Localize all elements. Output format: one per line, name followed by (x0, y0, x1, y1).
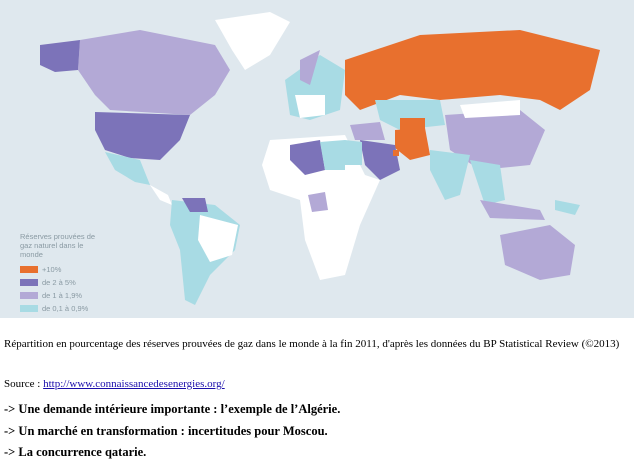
point-moscow: -> Un marché en transformation : incerti… (4, 424, 328, 438)
algeria (290, 140, 325, 175)
legend-label: de 0,1 à 0,9% (42, 304, 89, 313)
legend-label: de 1 à 1,9% (42, 291, 83, 300)
russia (345, 30, 600, 110)
iran (395, 128, 430, 160)
egypt (345, 140, 362, 165)
point-algeria: -> Une demande intérieure importante : l… (4, 402, 341, 416)
legend-label: +10% (42, 265, 62, 274)
alaska (40, 40, 80, 72)
usa (95, 112, 190, 160)
norway (300, 50, 320, 85)
map-shapes (40, 12, 600, 305)
legend-item: de 2 à 5% (20, 276, 100, 289)
indonesia (480, 200, 545, 220)
source-line: Source : http://www.connaissancedesenerg… (4, 378, 225, 390)
legend-item: de 0,1 à 0,9% (20, 302, 100, 315)
nigeria (308, 192, 328, 212)
world-gas-reserves-map: Réserves prouvées de gaz naturel dans le… (0, 0, 634, 318)
australia (500, 225, 575, 280)
libya (320, 140, 345, 170)
source-link[interactable]: http://www.connaissancedesenergies.org/ (43, 378, 225, 390)
legend-item: +10% (20, 263, 100, 276)
india (430, 150, 470, 200)
legend-swatch (20, 279, 38, 286)
legend-swatch (20, 266, 38, 273)
venezuela (182, 198, 208, 212)
greenland (215, 12, 290, 70)
legend-item: de 1 à 1,9% (20, 289, 100, 302)
legend-swatch (20, 305, 38, 312)
point-qatar: -> La concurrence qatarie. (4, 445, 147, 459)
map-legend: Réserves prouvées de gaz naturel dans le… (20, 232, 100, 315)
legend-label: de 2 à 5% (42, 278, 76, 287)
legend-title: Réserves prouvées de gaz naturel dans le… (20, 232, 96, 259)
qatar (393, 150, 399, 156)
mongolia (460, 100, 520, 118)
saudi-arabia (360, 140, 400, 180)
source-label: Source : (4, 378, 44, 390)
brazil (198, 215, 238, 262)
map-caption: Répartition en pourcentage des réserves … (4, 338, 620, 350)
legend-swatch (20, 292, 38, 299)
canada (78, 30, 230, 115)
mexico (105, 152, 150, 185)
